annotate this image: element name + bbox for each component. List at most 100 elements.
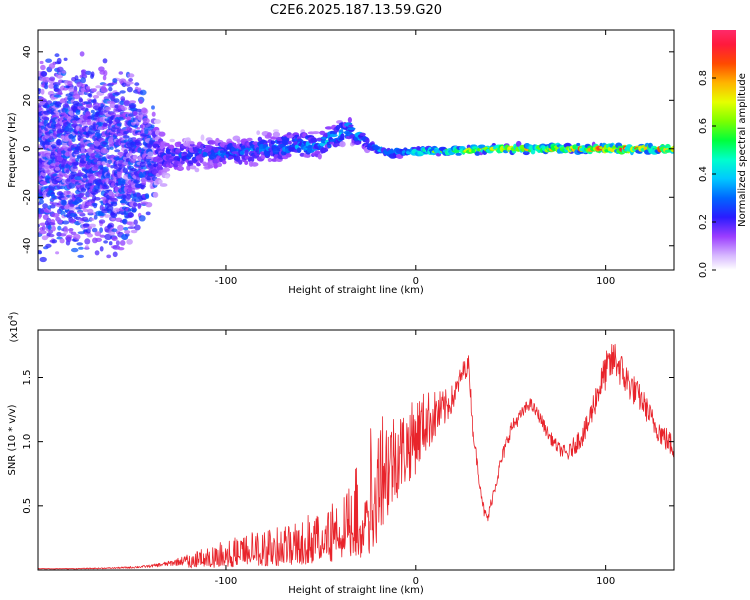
spectrogram-cell	[115, 240, 120, 246]
spectrogram-cell	[38, 199, 44, 205]
spectrogram-cell	[319, 130, 326, 135]
spectrogram-cell	[340, 133, 345, 140]
spectrogram-cell	[246, 137, 253, 142]
spectrogram-cell	[133, 219, 138, 225]
colorbar-tick-label: 0.8	[698, 70, 709, 86]
spectrogram-cell	[123, 130, 129, 135]
spectrogram-cell	[102, 58, 108, 64]
spectrogram-cell	[100, 85, 107, 91]
spectrogram-cell	[139, 89, 147, 96]
spectrogram-cell	[132, 154, 138, 160]
spectrogram-cell	[281, 139, 290, 146]
spectrogram-cell	[134, 224, 141, 231]
snr-y-tick-label: 0.5	[22, 498, 33, 514]
spectrogram-cell	[55, 251, 60, 255]
snr-series-line	[38, 343, 674, 570]
spectrogram-cell	[76, 242, 83, 246]
spectrogram-cell	[126, 86, 133, 93]
spectrogram-cell	[110, 197, 119, 203]
spectrogram-cell	[99, 234, 106, 238]
colorbar-tick-label: 0.4	[698, 166, 709, 182]
spectrogram-cell	[111, 182, 116, 187]
spectrogram-cell	[89, 223, 96, 228]
spectrogram-cell	[80, 147, 85, 154]
spectrogram-cell	[95, 128, 101, 134]
spectrogram-cell	[92, 192, 96, 196]
colorbar-ticks: 0.0 0.2 0.4 0.6 0.8	[698, 70, 716, 278]
spectrogram-x-tick-label: 100	[596, 276, 615, 287]
spectrogram-cell	[99, 116, 107, 123]
spectrogram-cell	[53, 88, 60, 92]
spectrogram-cell	[45, 243, 52, 248]
spectrogram-cell	[126, 238, 133, 245]
spectrogram-cell	[75, 110, 81, 115]
spectrogram-cell	[54, 53, 60, 58]
spectrogram-cell	[321, 147, 329, 153]
spectrogram-cell	[142, 117, 150, 124]
spectrogram-cell	[138, 99, 143, 104]
spectrogram-cell	[68, 205, 76, 212]
spectrogram-cell	[62, 103, 70, 109]
spectrogram-cell	[99, 111, 105, 116]
spectrogram-cell	[92, 94, 100, 99]
colorbar-tick-label: 0.6	[698, 118, 709, 134]
spectrogram-cell	[82, 208, 89, 212]
spectrogram-cell	[78, 246, 84, 250]
spectrogram-cell	[348, 124, 354, 128]
spectrogram-x-tick-label: -100	[215, 276, 238, 287]
spectrogram-cell	[103, 70, 108, 77]
spectrogram-cell	[177, 163, 183, 167]
spectrogram-cell	[96, 134, 101, 139]
spectrogram-cell	[134, 82, 140, 86]
spectrogram-cell	[58, 89, 63, 95]
spectrogram-cell	[111, 236, 118, 242]
snr-y-multiplier: (x104)	[7, 311, 20, 342]
spectrogram-cell	[85, 245, 89, 249]
spectrogram-cell	[54, 101, 62, 106]
spectrogram-cell	[200, 134, 205, 141]
spectrogram-cell	[104, 233, 113, 241]
snr-line-group	[38, 343, 674, 570]
spectrogram-cell	[108, 136, 115, 143]
spectrogram-cell	[82, 196, 88, 200]
spectrogram-y-tick-label: -20	[22, 189, 33, 205]
spectrogram-cell	[163, 167, 170, 172]
spectrogram-panel: -100 0 100 -40 -20 0 20 40 Height of straight l…	[7, 29, 675, 296]
spectrogram-cell	[91, 227, 98, 233]
spectrogram-cell	[139, 161, 146, 168]
spectrogram-cell	[131, 121, 136, 126]
spectrogram-cell	[239, 150, 245, 155]
spectrogram-cell	[339, 141, 346, 148]
spectrogram-cell	[267, 157, 273, 163]
spectrogram-cell	[119, 90, 126, 94]
spectrogram-cell	[38, 223, 40, 228]
spectrogram-y-tick-label: -40	[22, 238, 33, 254]
spectrogram-cell	[42, 203, 48, 209]
spectrogram-cell	[121, 106, 128, 111]
spectrogram-cell	[73, 233, 81, 240]
spectrogram-cell	[61, 220, 70, 225]
spectrogram-cell	[80, 77, 86, 84]
spectrogram-cell	[63, 190, 70, 196]
spectrogram-cell	[128, 221, 135, 227]
spectrogram-cell	[232, 142, 237, 147]
spectrogram-cell	[56, 141, 61, 145]
spectrogram-cell	[85, 104, 93, 109]
spectrogram-cell	[67, 148, 72, 152]
spectrogram-cells	[38, 51, 674, 263]
snr-x-tick-label: 0	[413, 576, 419, 587]
spectrogram-cell	[116, 123, 122, 127]
spectrogram-cell	[160, 141, 165, 148]
spectrogram-cell	[159, 183, 168, 187]
spectrogram-cell	[151, 111, 156, 117]
spectrogram-cell	[94, 250, 100, 256]
spectrogram-cell	[91, 202, 98, 207]
spectrogram-y-axis-title: Frequency (Hz)	[7, 112, 18, 188]
spectrogram-cell	[102, 184, 110, 190]
spectrogram-cell	[85, 111, 91, 117]
spectrogram-cell	[81, 216, 89, 222]
spectrogram-cell	[111, 218, 116, 221]
spectrogram-cell	[175, 148, 182, 153]
spectrogram-cell	[102, 75, 107, 81]
spectrogram-cell	[321, 136, 327, 140]
